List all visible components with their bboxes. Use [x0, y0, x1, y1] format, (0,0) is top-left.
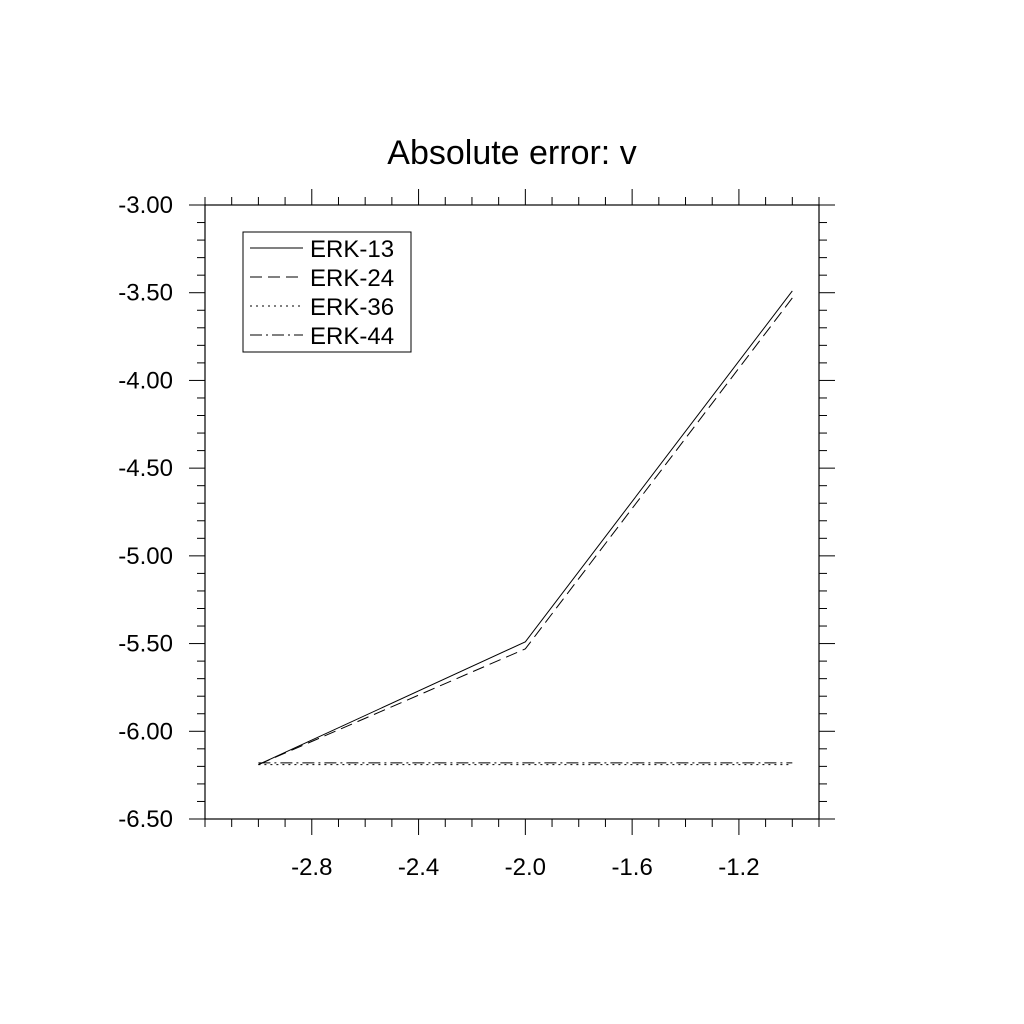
y-tick-label: -3.00 [118, 192, 173, 219]
chart-title: Absolute error: v [387, 134, 636, 172]
x-axis-labels: -2.8 -2.4 -2.0 -1.6 -1.2 [291, 854, 759, 881]
plot-frame [204, 204, 820, 820]
x-tick-label: -2.0 [505, 854, 546, 881]
x-tick-label: -1.6 [611, 854, 652, 881]
y-tick-label: -4.50 [118, 455, 173, 482]
series-line-erk-13 [258, 290, 793, 766]
legend-label: ERK-24 [310, 265, 394, 292]
y-tick-label: -3.50 [118, 280, 173, 307]
legend-label: ERK-36 [310, 294, 394, 321]
axis-ticks [189, 189, 835, 835]
x-tick-label: -2.4 [398, 854, 439, 881]
series-lines [258, 290, 793, 766]
y-tick-label: -5.00 [118, 543, 173, 570]
y-axis-labels: -3.00 -3.50 -4.00 -4.50 -5.00 -5.50 -6.00 -6.50 [118, 192, 173, 833]
legend-label: ERK-44 [310, 323, 394, 350]
x-tick-label: -1.2 [718, 854, 759, 881]
legend-label: ERK-13 [310, 236, 394, 263]
series-line-erk-24 [258, 297, 793, 766]
x-tick-label: -2.8 [291, 854, 332, 881]
y-tick-label: -4.00 [118, 367, 173, 394]
y-tick-label: -6.50 [118, 806, 173, 833]
y-tick-label: -5.50 [118, 631, 173, 658]
y-tick-label: -6.00 [118, 718, 173, 745]
legend-box [242, 231, 412, 353]
